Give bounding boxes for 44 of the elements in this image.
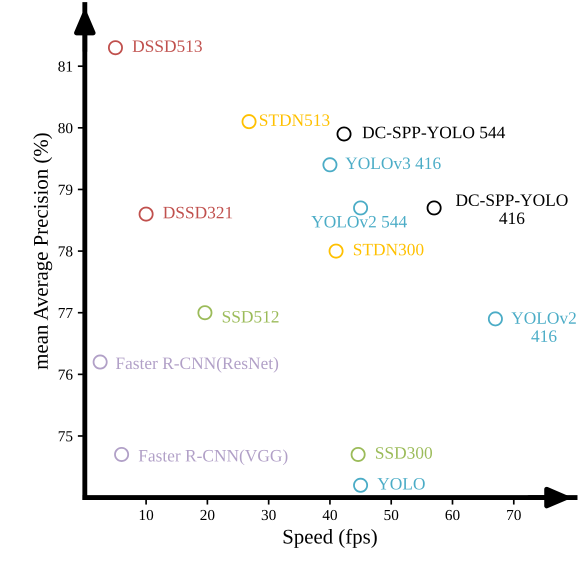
point [328, 244, 344, 259]
y-tick-label: 77 [58, 308, 73, 318]
x-axis-title: Speed (fps) [284, 528, 377, 548]
series-label: DSSD321 [163, 206, 232, 218]
x-tick-label: 20 [200, 510, 214, 520]
series-label: DC-SPP-YOLO 544 [362, 126, 506, 138]
point [488, 311, 503, 326]
series-label: SSD512 [222, 310, 279, 323]
point [197, 305, 212, 320]
series-label: YOLO [377, 478, 425, 490]
point [322, 157, 338, 172]
point [108, 40, 123, 56]
point [426, 200, 442, 216]
point [353, 478, 368, 493]
series-label: STDN513 [260, 114, 330, 126]
point [114, 446, 130, 462]
point [353, 200, 368, 216]
series-label: YOLOv2 416 [511, 312, 576, 342]
x-tick-label: 40 [322, 510, 337, 520]
series-label: Faster R-CNN(VGG) [138, 449, 288, 466]
point [242, 114, 257, 130]
point [138, 206, 154, 222]
y-tick-label: 75 [58, 431, 72, 442]
x-tick-label: 60 [446, 510, 460, 520]
point [336, 126, 352, 142]
series-label: DSSD513 [132, 40, 202, 52]
series-label: DC-SPP-YOLO 416 [456, 194, 568, 224]
series-label: STDN300 [354, 244, 424, 256]
y-tick-label: 79 [58, 184, 72, 195]
series-label: Faster R-CNN(ResNet) [116, 356, 278, 373]
y-tick-label: 78 [58, 246, 72, 257]
series-label: YOLOv3 416 [345, 157, 441, 170]
series-label: YOLOv2 544 [311, 216, 407, 228]
y-tick-label: 80 [58, 122, 72, 134]
x-tick-label: 70 [507, 510, 521, 520]
x-tick-label: 10 [140, 510, 154, 520]
x-tick-label: 50 [384, 510, 398, 520]
series-label: SSD300 [376, 447, 432, 459]
y-tick-label: 76 [58, 370, 73, 380]
point [92, 354, 108, 370]
y-axis-title: mean Average Precision (%) [33, 133, 52, 370]
y-tick-label: 81 [58, 61, 72, 72]
point [350, 446, 366, 462]
x-tick-label: 30 [262, 510, 276, 520]
